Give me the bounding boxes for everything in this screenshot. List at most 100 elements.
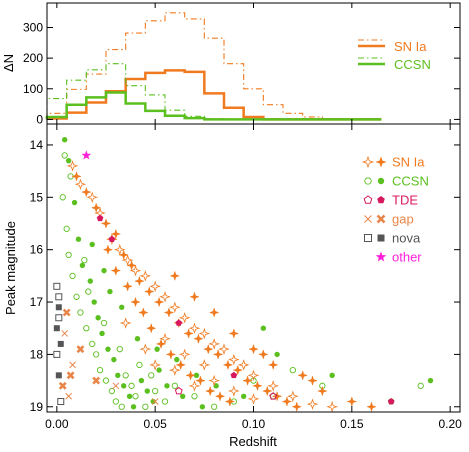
scatter-y-tick-label: 19 — [30, 400, 44, 414]
point-ccsn-filled — [119, 304, 125, 310]
point-sn-ia-filled — [291, 401, 303, 413]
legend-marker-sn-ia-filled — [375, 156, 387, 168]
point-ccsn-filled — [134, 335, 141, 342]
point-ccsn-filled — [260, 325, 267, 331]
point-ccsn-filled — [87, 278, 93, 284]
point-sn-ia-filled — [195, 375, 206, 386]
legend-label-tde: TDE — [392, 193, 418, 208]
point-sn-ia-open — [228, 385, 240, 397]
point-sn-ia-filled — [261, 385, 273, 397]
point-sn-ia-open — [247, 393, 260, 405]
point-sn-ia-open — [237, 359, 250, 371]
scatter-x-tick-label: 0.10 — [242, 417, 266, 431]
point-ccsn-filled — [174, 356, 180, 363]
point-ccsn-filled — [329, 372, 335, 379]
point-sn-ia-open — [74, 178, 87, 191]
point-sn-ia-filled — [155, 338, 167, 350]
legend-marker-tde-filled — [377, 196, 385, 204]
point-nova-filled — [55, 372, 62, 379]
scatter-y-tick-label: 18 — [30, 347, 44, 361]
point-ccsn-filled — [130, 404, 137, 410]
histogram-series-sn-ia-dashdot — [46, 12, 382, 120]
histogram-y-axis-label: ΔN — [1, 54, 16, 72]
point-ccsn-open — [61, 152, 68, 159]
point-sn-ia-open — [287, 390, 299, 403]
point-sn-ia-filled — [143, 286, 155, 297]
point-ccsn-filled — [61, 137, 68, 143]
point-gap-open — [112, 382, 120, 390]
point-sn-ia-filled — [169, 270, 181, 282]
scatter-x-ticks: 0.00 0.05 0.10 0.15 0.20 — [45, 124, 462, 431]
legend-marker-nova-open — [364, 234, 372, 242]
point-nova-open — [55, 314, 63, 322]
histogram-plot-area — [45, 12, 382, 121]
point-ccsn-open — [161, 398, 169, 405]
point-sn-ia-open — [121, 254, 134, 266]
scatter-x-tick-label: 0.00 — [45, 417, 69, 431]
point-other-filled — [81, 150, 92, 160]
scatter-y-tick-label: 14 — [30, 138, 44, 152]
legend-marker-gap-open — [364, 215, 372, 223]
scatter-x-axis-label: Redshift — [229, 434, 277, 449]
point-sn-ia-open — [159, 291, 171, 303]
point-sn-ia-open — [149, 280, 161, 293]
point-nova-open — [53, 282, 61, 290]
point-ccsn-filled — [79, 262, 86, 269]
scatter-x-tick-label: 0.15 — [340, 417, 364, 431]
legend-marker-nova-filled — [377, 234, 385, 242]
point-tde-filled — [387, 398, 395, 405]
scatter-panel: 14 15 16 17 18 19 0.00 0.05 0.10 0.15 0.20 Redshi… — [3, 123, 462, 449]
point-ccsn-filled — [427, 377, 434, 384]
point-sn-ia-open — [66, 160, 79, 172]
point-ccsn-open — [148, 372, 155, 379]
histogram-panel: 0 100 200 300 ΔN SN Ia CCSN — [1, 2, 461, 126]
point-ccsn-open — [83, 325, 90, 332]
point-sn-ia-filled — [138, 307, 149, 318]
point-sn-ia-filled — [189, 291, 200, 303]
point-sn-ia-open — [208, 374, 220, 387]
point-ccsn-filled — [75, 236, 82, 242]
point-sn-ia-filled — [122, 281, 133, 292]
point-ccsn-open — [191, 393, 198, 400]
point-sn-ia-filled — [163, 307, 175, 318]
legend-label-gap: gap — [392, 212, 414, 227]
point-gap-open — [69, 361, 76, 369]
point-ccsn-open — [132, 393, 139, 400]
histogram-y-tick-label: 300 — [23, 21, 43, 35]
point-sn-ia-filled — [232, 364, 244, 376]
point-tde-filled — [96, 214, 104, 222]
point-sn-ia-filled — [185, 370, 196, 381]
point-sn-ia-open — [306, 398, 319, 410]
legend-marker-ccsn-open — [364, 177, 372, 185]
point-ccsn-open — [96, 366, 104, 374]
legend-label-ccsn: CCSN — [394, 57, 431, 72]
point-gap-open — [65, 392, 72, 400]
point-ccsn-filled — [99, 330, 105, 337]
point-gap-filled — [58, 381, 67, 390]
point-ccsn-open — [136, 361, 143, 369]
point-tde-filled — [108, 235, 116, 243]
legend-label-sn-ia: SN Ia — [394, 39, 427, 54]
point-ccsn-open — [69, 272, 76, 280]
point-ccsn-filled — [154, 346, 160, 352]
point-sn-ia-open — [198, 327, 211, 340]
point-ccsn-filled — [138, 377, 145, 384]
point-gap-open — [151, 398, 159, 405]
point-ccsn-filled — [164, 383, 170, 389]
scatter-y-tick-label: 17 — [30, 295, 44, 309]
point-ccsn-filled — [91, 299, 97, 305]
point-sn-ia-filled — [126, 260, 137, 271]
point-sn-ia-open — [198, 359, 211, 371]
legend-marker-tde-open — [363, 195, 373, 204]
scatter-y-tick-label: 15 — [30, 190, 44, 204]
point-sn-ia-filled — [71, 171, 82, 182]
point-sn-ia-filled — [110, 265, 122, 276]
point-ccsn-open — [171, 382, 178, 389]
point-sn-ia-filled — [242, 375, 253, 386]
point-sn-ia-filled — [248, 343, 259, 355]
histogram-y-ticks: 0 100 200 300 — [23, 21, 460, 126]
point-sn-ia-filled — [281, 396, 293, 407]
point-ccsn-open — [417, 382, 424, 389]
point-ccsn-open — [102, 377, 110, 384]
point-ccsn-filled — [150, 398, 156, 405]
